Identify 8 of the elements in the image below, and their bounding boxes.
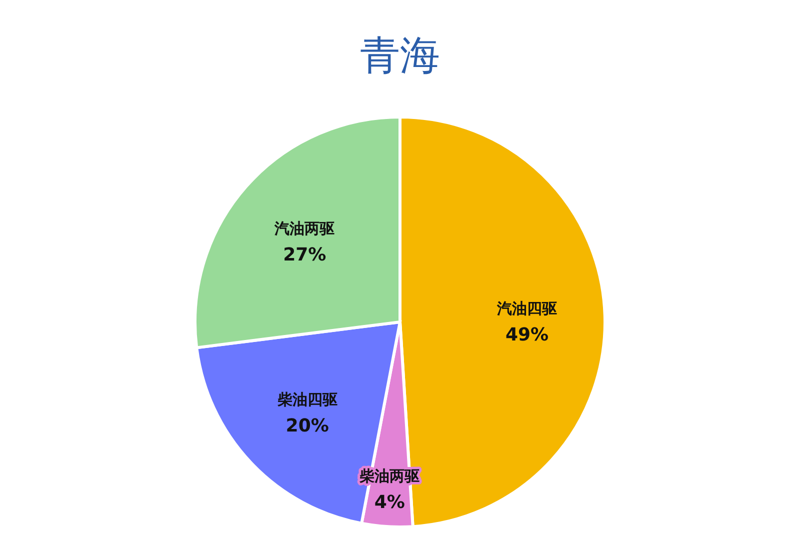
data-label: 4% bbox=[374, 492, 405, 514]
data-label: 20% bbox=[286, 416, 329, 437]
chart-title: 青海 bbox=[360, 32, 440, 80]
data-label: 49% bbox=[505, 324, 549, 346]
slice-label: 汽油四驱 bbox=[496, 300, 558, 318]
slice-label: 柴油四驱 bbox=[276, 390, 338, 409]
data-label: 27% bbox=[283, 244, 326, 266]
slice-label: 汽油两驱 bbox=[274, 219, 335, 238]
